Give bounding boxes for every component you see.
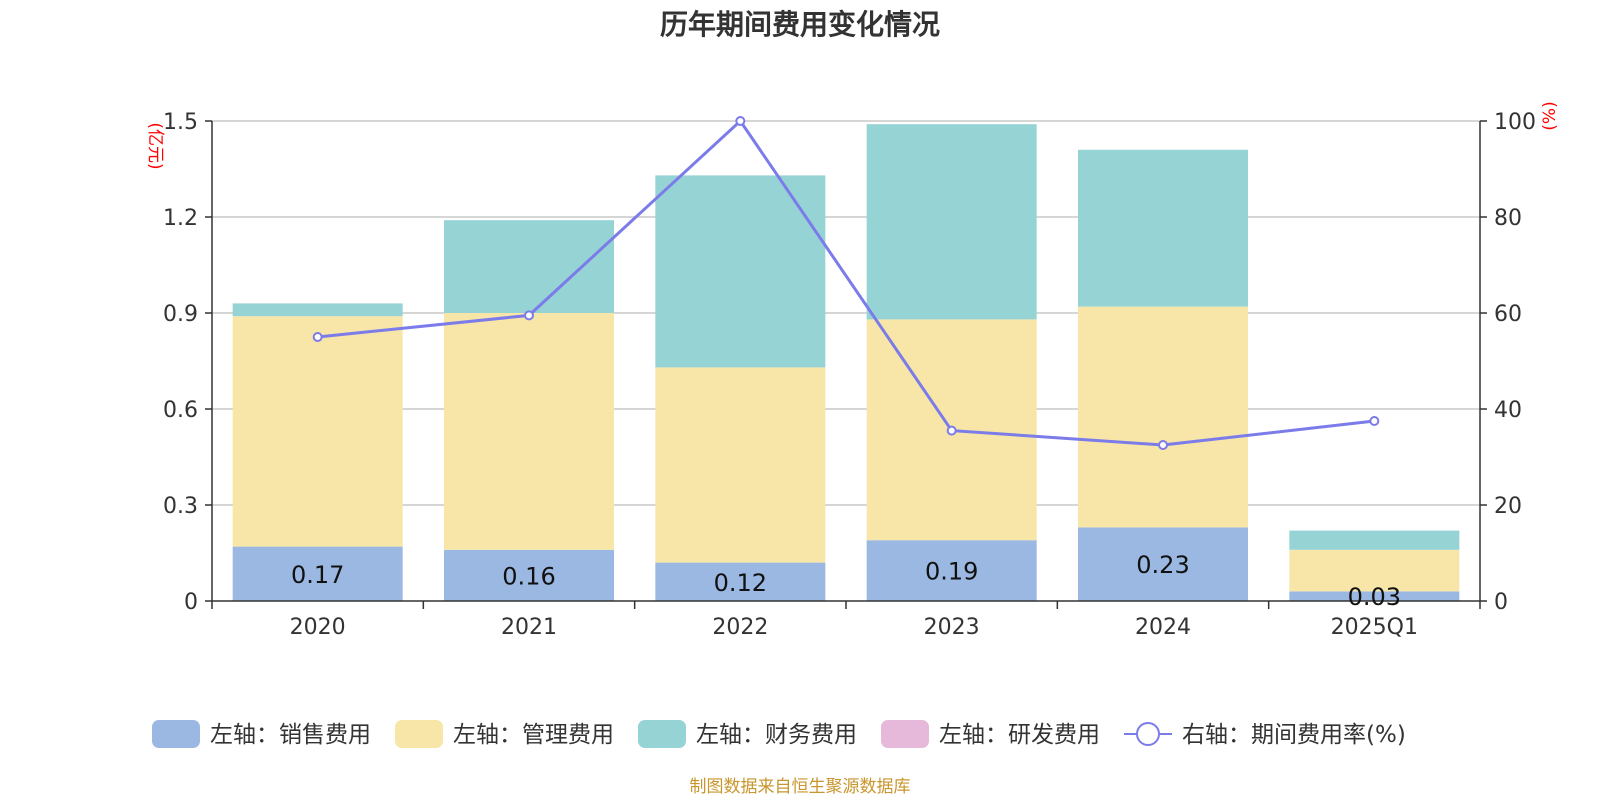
bars xyxy=(232,124,1460,601)
bar-segment xyxy=(1289,549,1460,592)
left-tick-label: 1.5 xyxy=(163,110,198,135)
bar-segment xyxy=(866,124,1037,320)
bar-segment xyxy=(655,562,826,601)
bar-data-label: 0.03 xyxy=(1348,583,1401,611)
legend-swatch xyxy=(152,720,200,748)
bar-data-label: 0.16 xyxy=(502,562,555,590)
x-tick-label: 2021 xyxy=(501,615,557,640)
data-labels: 0.17 0.16 0.12 0.19 0.23 0.03 xyxy=(291,551,1401,611)
legend: 左轴：销售费用 左轴：管理费用 左轴：财务费用 左轴：研发费用 右轴：期间费用率(%) xyxy=(152,720,1406,748)
bar-segment xyxy=(232,316,403,547)
right-tick-label: 100 xyxy=(1494,110,1536,135)
bar-segment xyxy=(1078,149,1248,307)
rate-point xyxy=(735,116,746,126)
left-tick-label: 0.6 xyxy=(163,398,198,423)
bar-segment xyxy=(1078,306,1248,528)
x-tick-label: 2020 xyxy=(290,615,346,640)
bar-segment xyxy=(1078,527,1248,601)
legend-label: 右轴：期间费用率(%) xyxy=(1182,722,1406,748)
right-tick-label: 40 xyxy=(1494,398,1522,423)
x-tick-label: 2025Q1 xyxy=(1331,615,1418,640)
legend-swatch xyxy=(881,720,929,748)
bar-data-label: 0.17 xyxy=(291,561,344,589)
rate-line xyxy=(312,116,1380,450)
source-note: 制图数据来自恒生聚源数据库 xyxy=(690,777,911,797)
x-tick-label: 2024 xyxy=(1135,615,1191,640)
rate-point xyxy=(524,310,534,321)
rate-point xyxy=(1158,440,1168,450)
bar-segment xyxy=(444,220,614,313)
right-tick-label: 20 xyxy=(1494,494,1522,519)
right-axis-unit: (%) xyxy=(1540,101,1560,130)
bar-segment xyxy=(444,549,614,601)
left-axis-unit: (亿元) xyxy=(145,122,165,169)
legend-swatch xyxy=(395,720,443,748)
chart-title: 历年期间费用变化情况 xyxy=(660,8,940,41)
rate-point xyxy=(312,332,323,342)
x-tick-label: 2022 xyxy=(712,615,768,640)
axes: 0 0.3 0.6 0.9 1.2 1.5 0 20 40 60 80 100 2020 2021 2022… xyxy=(163,110,1536,640)
left-tick-label: 1.2 xyxy=(163,206,198,231)
bar-segment xyxy=(655,175,826,368)
bar-data-label: 0.19 xyxy=(925,558,978,586)
bar-segment xyxy=(1289,530,1460,550)
left-tick-label: 0.9 xyxy=(163,302,198,327)
rate-point xyxy=(946,425,957,436)
bar-data-label: 0.23 xyxy=(1136,551,1189,579)
legend-label: 左轴：财务费用 xyxy=(696,722,857,748)
bar-data-label: 0.12 xyxy=(714,569,767,597)
bar-segment xyxy=(1289,591,1460,601)
right-tick-label: 80 xyxy=(1494,206,1522,231)
rate-point xyxy=(1369,416,1380,426)
left-tick-label: 0 xyxy=(184,590,198,615)
rate-polyline xyxy=(317,118,1375,447)
gridlines xyxy=(212,120,1480,506)
legend-swatch xyxy=(638,720,686,748)
right-tick-label: 60 xyxy=(1494,302,1522,327)
bar-segment xyxy=(866,540,1037,601)
right-tick-label: 0 xyxy=(1494,590,1508,615)
bar-segment xyxy=(232,546,403,601)
bar-segment xyxy=(444,313,614,550)
left-tick-label: 0.3 xyxy=(163,494,198,519)
bar-segment xyxy=(232,303,403,317)
x-tick-label: 2023 xyxy=(924,615,980,640)
legend-label: 左轴：管理费用 xyxy=(453,722,614,748)
legend-label: 左轴：销售费用 xyxy=(210,722,371,748)
bar-segment xyxy=(655,367,826,563)
legend-line-marker xyxy=(1136,722,1160,746)
legend-label: 左轴：研发费用 xyxy=(939,722,1100,748)
